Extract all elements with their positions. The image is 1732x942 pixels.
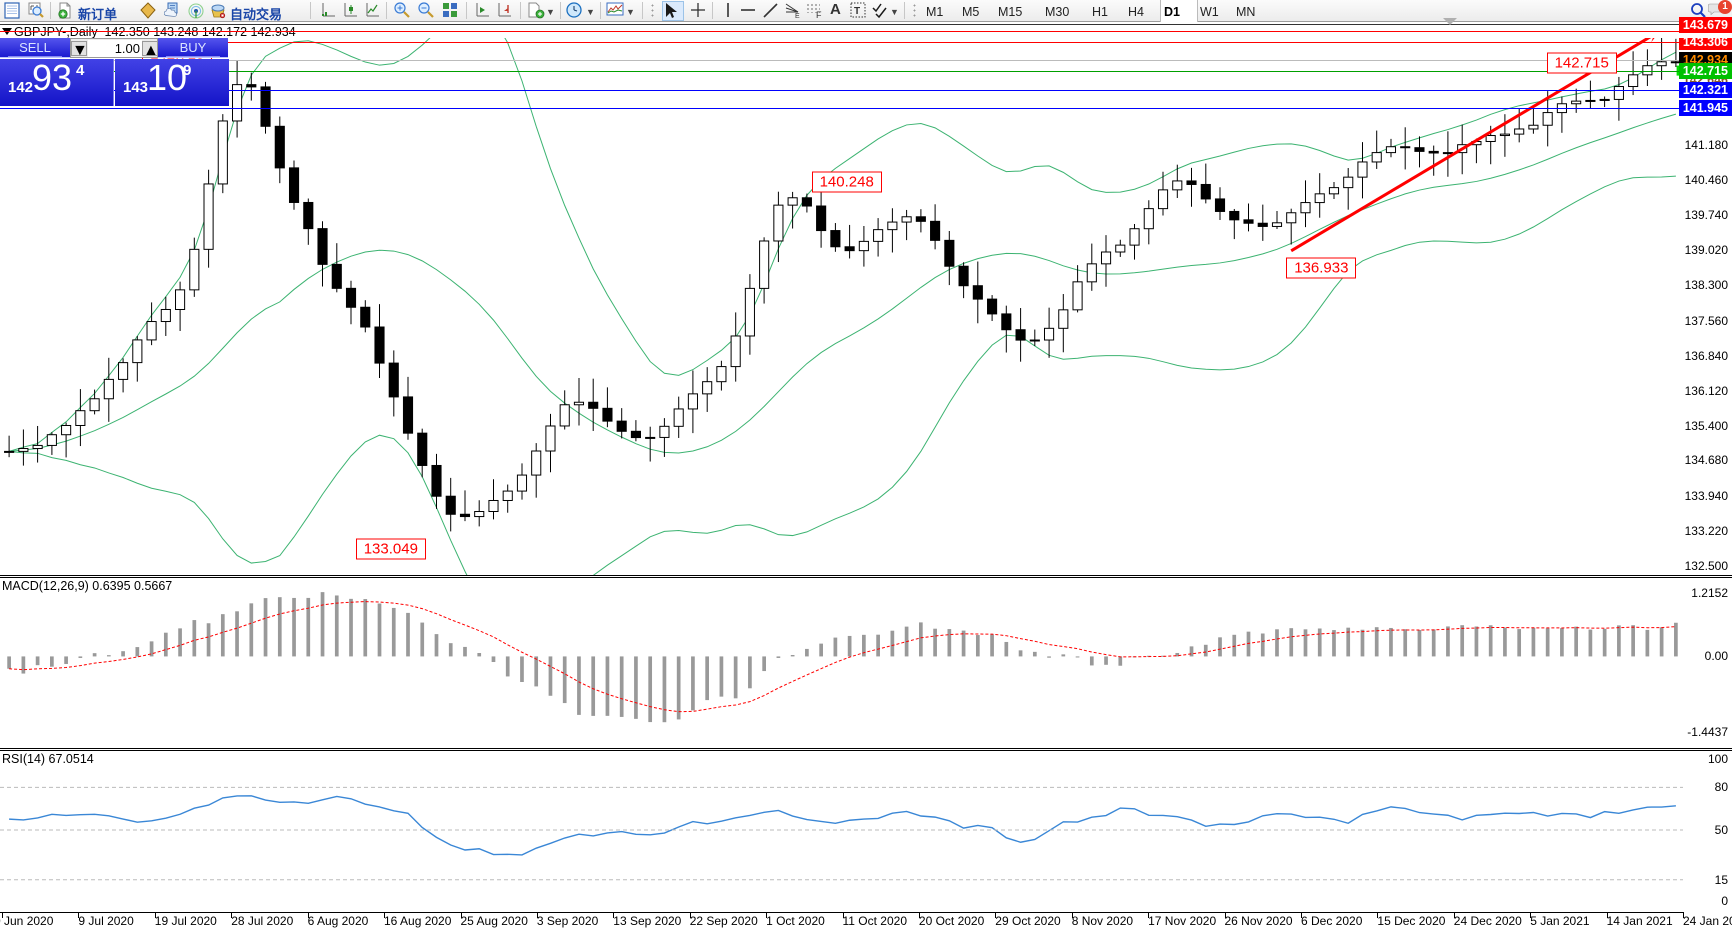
svg-text:E: E [795, 13, 800, 20]
svg-text:T: T [854, 6, 860, 17]
